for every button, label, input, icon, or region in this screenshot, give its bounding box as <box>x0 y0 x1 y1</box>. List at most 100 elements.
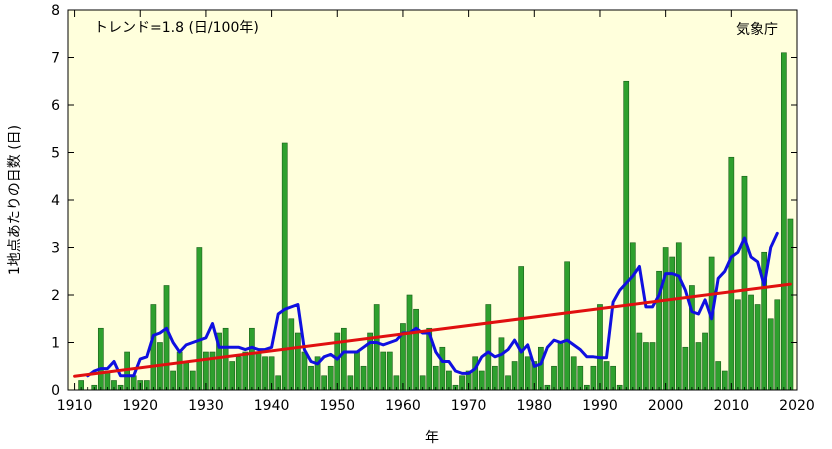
moving-average-line <box>86 231 779 378</box>
x-tick-label: 1970 <box>451 398 487 414</box>
bar <box>537 346 544 391</box>
y-axis: 0 1 2 3 4 5 6 7 8 <box>51 3 797 399</box>
bar <box>702 332 708 391</box>
x-tick-label: 1960 <box>385 398 421 414</box>
bar <box>623 80 630 391</box>
bar <box>492 365 498 391</box>
bar <box>649 342 656 391</box>
trend-line <box>73 282 792 378</box>
plot-background <box>68 10 797 390</box>
bar <box>262 356 268 391</box>
x-axis-label: 年 <box>425 430 439 446</box>
line-series <box>73 231 792 378</box>
bar <box>695 342 702 391</box>
x-tick-label: 1930 <box>188 398 224 414</box>
bar <box>735 299 741 391</box>
bar <box>754 304 761 391</box>
bar <box>183 361 190 391</box>
bar <box>669 256 676 391</box>
bar <box>413 308 419 391</box>
bar <box>294 332 301 391</box>
bar <box>662 247 669 391</box>
bar <box>629 242 636 391</box>
x-tick-label: 1940 <box>254 398 290 414</box>
bar <box>150 304 157 391</box>
bar <box>715 361 722 391</box>
bar <box>748 294 754 391</box>
x-tick-label: 1950 <box>319 398 355 414</box>
bar <box>675 242 682 391</box>
x-tick-label: 1980 <box>516 398 552 414</box>
trend-annotation: トレンド=1.8 (日/100年) <box>94 20 259 36</box>
y-tick-label: 2 <box>51 288 60 304</box>
bar <box>551 365 557 391</box>
x-axis: 1910 1920 1930 1940 1950 1960 1970 1980 1990 2000… <box>57 10 815 414</box>
bar <box>472 356 479 391</box>
y-tick-label: 3 <box>51 241 60 257</box>
bar <box>767 318 774 391</box>
bar <box>524 356 531 391</box>
bar <box>163 285 170 391</box>
y-tick-label: 5 <box>51 146 60 162</box>
bar <box>439 346 446 391</box>
x-tick-label: 1920 <box>122 398 158 414</box>
bar <box>386 351 393 391</box>
bar <box>708 256 715 391</box>
bar <box>610 365 616 391</box>
bar <box>373 304 380 391</box>
y-tick-label: 6 <box>51 98 60 114</box>
bar <box>354 351 360 391</box>
bar <box>288 318 295 391</box>
bar <box>485 304 492 391</box>
bar <box>498 337 505 391</box>
source-annotation: 気象庁 <box>736 22 778 38</box>
x-tick-label: 2020 <box>779 398 815 414</box>
bar <box>229 361 236 391</box>
y-tick-label: 4 <box>51 193 60 209</box>
y-tick-label: 0 <box>51 383 60 399</box>
bar <box>787 218 794 391</box>
bar <box>281 142 288 391</box>
bar <box>570 356 577 391</box>
x-tick-label: 1990 <box>582 398 618 414</box>
bar <box>682 346 689 391</box>
bar <box>196 247 203 391</box>
bar <box>564 261 570 391</box>
bar <box>235 356 242 391</box>
bar <box>327 365 334 391</box>
bar <box>242 351 249 391</box>
bar <box>380 351 387 391</box>
bar <box>557 342 564 391</box>
bar <box>360 365 367 391</box>
bar <box>340 327 347 391</box>
bar <box>780 52 787 391</box>
bar <box>432 365 439 391</box>
bar <box>728 156 735 391</box>
bar <box>255 351 262 391</box>
bar <box>406 294 413 391</box>
bar <box>636 332 643 391</box>
x-tick-label: 2000 <box>648 398 684 414</box>
bar <box>511 361 518 391</box>
y-axis-label: 1地点あたりの日数 (日) <box>7 125 23 275</box>
bar <box>97 327 104 391</box>
bar <box>741 175 748 391</box>
y-tick-label: 8 <box>51 3 60 19</box>
bar <box>603 361 610 391</box>
bar <box>249 327 255 391</box>
x-tick-label: 1910 <box>57 398 93 414</box>
bar <box>518 266 525 391</box>
bar <box>590 365 597 391</box>
bar <box>301 351 308 391</box>
bar <box>577 365 584 391</box>
bar <box>308 365 314 391</box>
bar <box>643 342 649 391</box>
x-tick-label: 2010 <box>714 398 750 414</box>
bar <box>597 304 603 391</box>
bar <box>774 299 781 391</box>
bar <box>222 327 229 391</box>
y-tick-label: 7 <box>51 51 60 67</box>
bar <box>176 351 183 391</box>
y-tick-label: 1 <box>51 336 60 352</box>
